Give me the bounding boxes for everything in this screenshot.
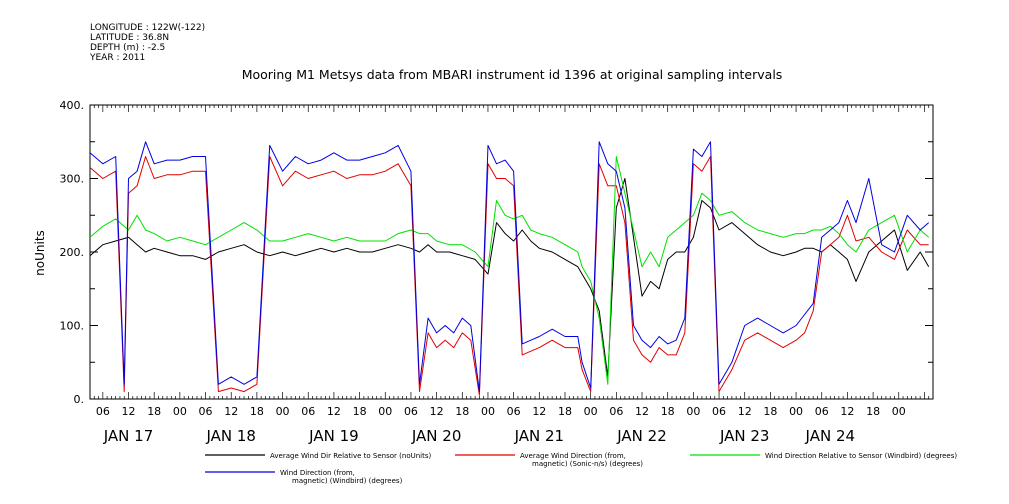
x-axis: 06 12 18 00 06 12 18 00 06 12 18 00 06 12 18 00 06 12 18 00… [89, 105, 934, 445]
day-label: JAN 17 [103, 427, 154, 445]
chart-title: Mooring M1 Metsys data from MBARI instru… [242, 67, 783, 82]
x-tick-label: 12 [122, 405, 136, 418]
x-tick-label: 18 [147, 405, 161, 418]
legend-label-1: Average Wind Direction (from, magnetic) (… [520, 452, 643, 468]
x-tick-label: 00 [686, 405, 700, 418]
x-tick-label: 06 [404, 405, 418, 418]
x-tick-label: 06 [96, 405, 110, 418]
x-tick-label: 00 [892, 405, 906, 418]
y-axis-label: noUnits [33, 230, 47, 276]
day-label: JAN 18 [205, 427, 256, 445]
year-text: YEAR : 2011 [89, 53, 145, 63]
x-tick-label: 18 [353, 405, 367, 418]
series-line-2 [89, 156, 930, 385]
x-tick-label: 12 [840, 405, 854, 418]
x-tick-label: 06 [815, 405, 829, 418]
x-tick-label: 00 [173, 405, 187, 418]
metadata-block: LONGITUDE : 122W(-122) LATITUDE : 36.8N … [89, 23, 205, 63]
depth-text: DEPTH (m) : -2.5 [90, 43, 165, 53]
legend: Average Wind Dir Relative to Sensor (noU… [205, 452, 957, 485]
y-tick-label: 200. [60, 246, 85, 259]
y-axis: 0. 100. 200. 300. 400. [60, 99, 933, 406]
x-tick-label: 12 [430, 405, 444, 418]
day-label: JAN 21 [514, 427, 565, 445]
x-tick-label: 00 [481, 405, 495, 418]
x-tick-label: 18 [250, 405, 264, 418]
day-label: JAN 20 [411, 427, 462, 445]
day-label: JAN 22 [616, 427, 667, 445]
series-line-1 [89, 156, 929, 396]
x-tick-label: 12 [327, 405, 341, 418]
legend-label-0: Average Wind Dir Relative to Sensor (noU… [270, 452, 431, 460]
y-tick-label: 100. [60, 320, 85, 333]
series-line-3 [89, 141, 930, 393]
x-tick-label: 12 [224, 405, 238, 418]
x-tick-label: 18 [866, 405, 880, 418]
series-group [89, 141, 930, 396]
x-tick-label: 00 [378, 405, 392, 418]
x-tick-label: 06 [609, 405, 623, 418]
x-tick-label: 18 [763, 405, 777, 418]
longitude-text: LONGITUDE : 122W(-122) [90, 23, 205, 33]
x-tick-label: 12 [635, 405, 649, 418]
x-tick-label: 06 [301, 405, 315, 418]
legend-label-3: Wind Direction (from, magnetic) (Windbird… [280, 469, 403, 485]
series-line-0 [89, 178, 930, 378]
x-tick-label: 18 [661, 405, 675, 418]
x-tick-label: 12 [738, 405, 752, 418]
y-tick-label: 0. [74, 393, 85, 406]
x-tick-label: 00 [789, 405, 803, 418]
day-label: JAN 24 [805, 427, 856, 445]
x-tick-label: 00 [584, 405, 598, 418]
x-tick-label: 06 [712, 405, 726, 418]
x-tick-label: 00 [276, 405, 290, 418]
y-tick-label: 300. [60, 173, 85, 186]
x-tick-label: 06 [199, 405, 213, 418]
latitude-text: LATITUDE : 36.8N [90, 33, 169, 43]
day-label: JAN 23 [719, 427, 770, 445]
x-tick-label: 12 [532, 405, 546, 418]
legend-label-2: Wind Direction Relative to Sensor (Windb… [765, 452, 957, 460]
x-tick-label: 18 [558, 405, 572, 418]
x-tick-label: 18 [455, 405, 469, 418]
day-label: JAN 19 [308, 427, 359, 445]
y-tick-label: 400. [60, 99, 85, 112]
x-tick-label: 06 [507, 405, 521, 418]
